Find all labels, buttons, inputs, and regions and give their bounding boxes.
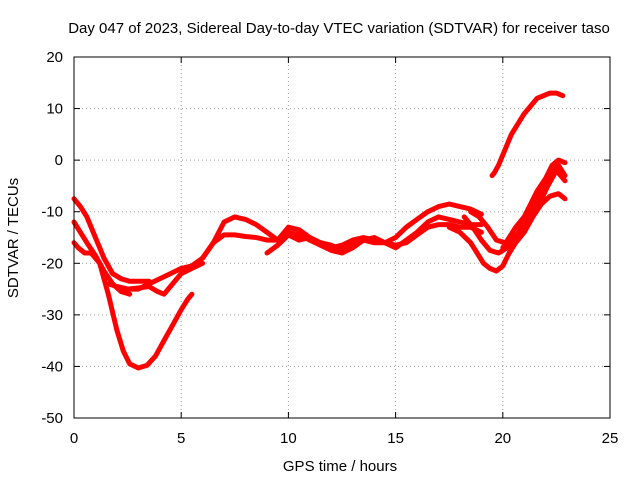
x-tick-label: 5 xyxy=(177,430,185,447)
series-line-pass-f xyxy=(189,201,484,269)
tick-labels: 0 5 10 15 20 25 -50 -40 -30 -20 -10 0 10 20 xyxy=(41,49,618,447)
y-tick-label: -20 xyxy=(41,255,63,272)
x-tick-label: 20 xyxy=(494,430,511,447)
y-tick-label: -40 xyxy=(41,358,63,375)
plot-border xyxy=(73,56,611,419)
y-tick-label: -30 xyxy=(41,307,63,324)
y-tick-label: -10 xyxy=(41,204,63,221)
y-axis-label: SDTVAR / TECUs xyxy=(5,178,22,298)
x-tick-label: 0 xyxy=(70,430,78,447)
grid xyxy=(74,57,610,418)
x-axis-label: GPS time / hours xyxy=(283,458,397,475)
series-line-pass-h xyxy=(446,191,568,274)
series-line-pass-b xyxy=(71,196,152,284)
y-tick-label: 20 xyxy=(46,49,63,66)
series-line-pass-k xyxy=(489,90,566,179)
y-tick-label: 10 xyxy=(46,101,63,118)
series-line-pass-a xyxy=(71,240,195,371)
chart-title: Day 047 of 2023, Sidereal Day-to-day VTE… xyxy=(68,20,610,37)
series-line-pass-e xyxy=(105,222,484,292)
plot-frame xyxy=(73,56,611,419)
x-tick-label: 25 xyxy=(602,430,619,447)
x-tick-label: 15 xyxy=(387,430,404,447)
y-tick-label: -50 xyxy=(41,410,63,427)
series-line-pass-l xyxy=(500,157,568,251)
series-group xyxy=(71,90,568,371)
series-line-pass-g xyxy=(264,214,484,256)
axis-ticks xyxy=(73,56,611,419)
series-line-pass-j xyxy=(468,168,568,246)
x-tick-label: 10 xyxy=(280,430,297,447)
y-tick-label: 0 xyxy=(55,152,63,169)
series-line-pass-c xyxy=(71,219,133,297)
